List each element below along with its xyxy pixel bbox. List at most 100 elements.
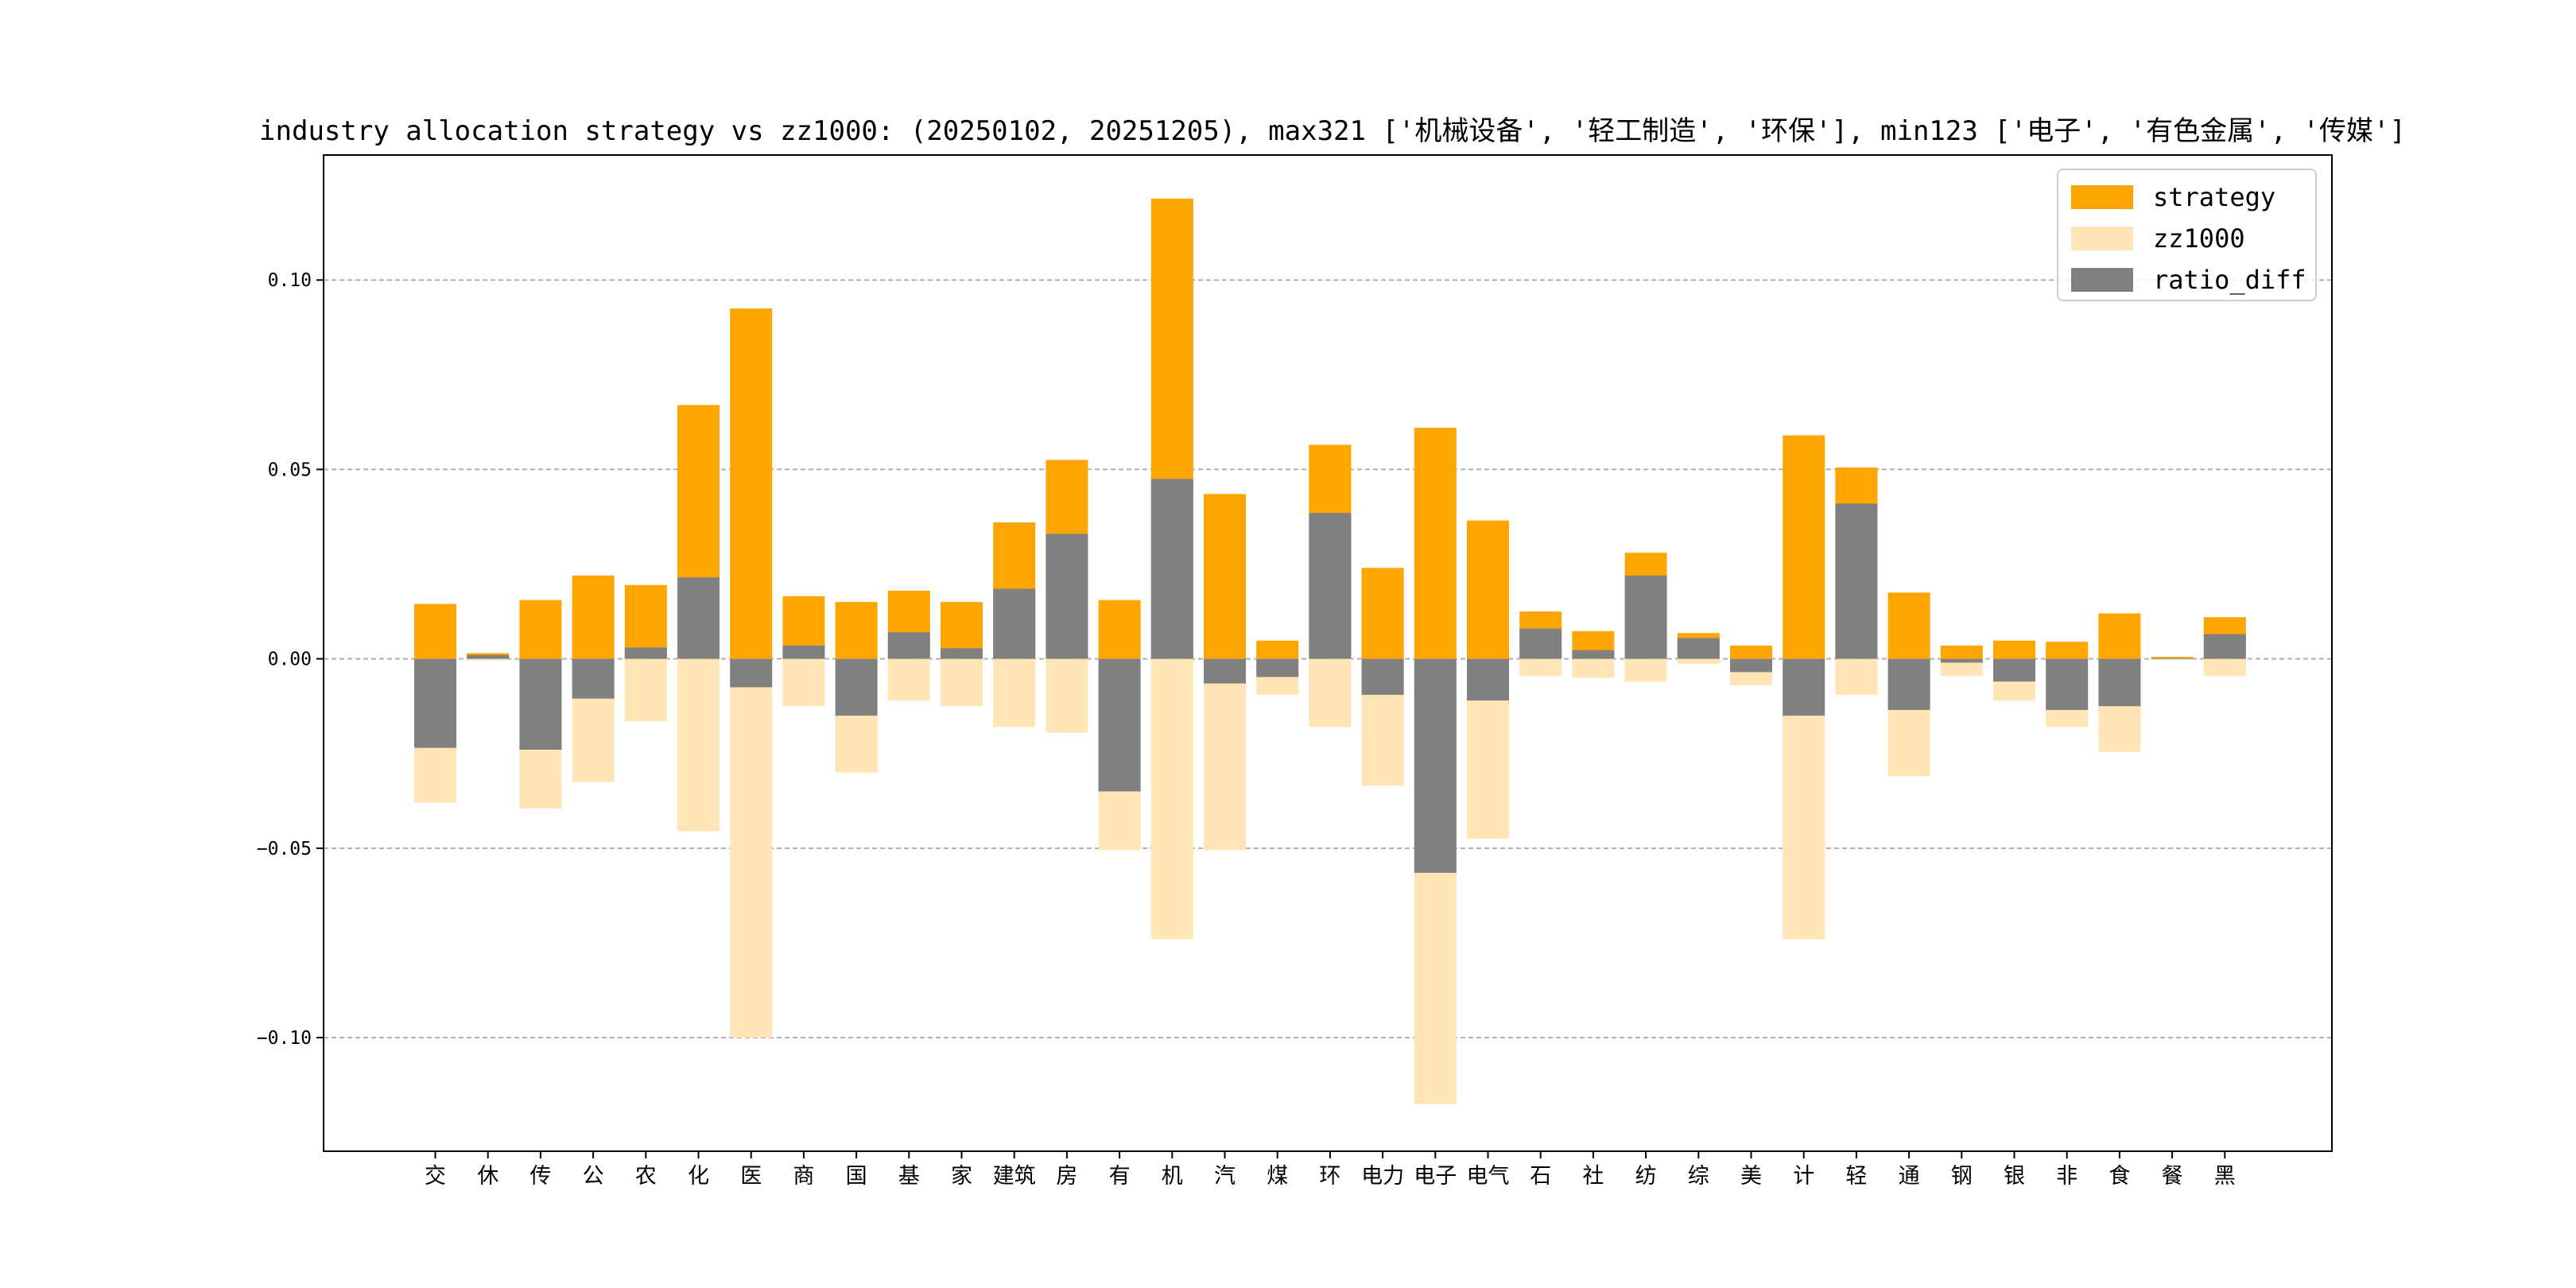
bar-strategy-4 — [624, 584, 667, 659]
x-tick-label: 电子 — [1414, 1164, 1457, 1189]
x-tick-label: 医 — [740, 1164, 762, 1189]
bar-zz1000-27 — [1835, 658, 1878, 695]
x-tick-label: 综 — [1688, 1164, 1709, 1189]
bar-ratio_diff-14 — [1150, 479, 1193, 659]
x-tick-label: 电气 — [1467, 1164, 1510, 1189]
bar-zz1000-14 — [1150, 658, 1193, 940]
bar-zz1000-24 — [1677, 658, 1720, 664]
bar-strategy-6 — [730, 308, 773, 659]
bar-ratio_diff-13 — [1098, 658, 1141, 792]
bar-strategy-32 — [2098, 613, 2141, 659]
x-tick-label: 房 — [1056, 1164, 1077, 1189]
x-tick-label: 公 — [583, 1164, 604, 1189]
bar-strategy-20 — [1467, 520, 1509, 659]
bar-zz1000-1 — [467, 658, 510, 661]
bar-strategy-33 — [2151, 657, 2194, 659]
x-tick-label: 轻 — [1845, 1164, 1867, 1189]
bar-ratio_diff-23 — [1624, 575, 1667, 659]
x-tick-label: 休 — [477, 1164, 499, 1189]
y-tick-label: −0.10 — [257, 1028, 312, 1049]
x-tick-label: 有 — [1109, 1164, 1131, 1189]
x-tick-label: 非 — [2056, 1164, 2077, 1189]
plot-frame — [323, 154, 2333, 1152]
bar-zz1000-6 — [730, 658, 773, 1038]
x-tick-label: 汽 — [1214, 1164, 1236, 1189]
y-tick-label: 0.05 — [268, 460, 312, 480]
x-tick-label: 商 — [793, 1164, 814, 1189]
bar-ratio_diff-21 — [1519, 628, 1562, 659]
bar-ratio_diff-22 — [1572, 650, 1615, 659]
bar-ratio_diff-28 — [1887, 658, 1930, 710]
bar-zz1000-9 — [887, 658, 930, 701]
y-tick-label: 0.10 — [268, 270, 312, 291]
bar-strategy-18 — [1361, 568, 1404, 659]
bar-ratio_diff-27 — [1835, 503, 1878, 659]
bar-ratio_diff-33 — [2151, 658, 2194, 659]
bar-ratio_diff-17 — [1309, 513, 1352, 659]
bar-strategy-0 — [414, 603, 456, 659]
bar-strategy-29 — [1940, 645, 1983, 659]
bar-ratio_diff-18 — [1361, 658, 1404, 695]
x-tick-label: 纺 — [1635, 1164, 1657, 1189]
bar-strategy-26 — [1783, 435, 1825, 659]
x-tick-label: 国 — [846, 1164, 867, 1189]
bar-ratio_diff-26 — [1783, 658, 1825, 716]
bar-zz1000-5 — [677, 658, 720, 832]
bar-strategy-15 — [1204, 494, 1246, 659]
bar-zz1000-11 — [993, 658, 1036, 727]
legend-swatch-zz1000 — [2071, 227, 2133, 250]
bar-zz1000-34 — [2203, 658, 2246, 677]
bar-ratio_diff-19 — [1414, 658, 1457, 873]
x-tick-label: 美 — [1740, 1164, 1762, 1189]
bar-zz1000-10 — [941, 658, 983, 707]
bar-ratio_diff-0 — [414, 658, 456, 748]
x-tick-label: 通 — [1899, 1164, 1920, 1189]
bar-ratio_diff-11 — [993, 588, 1036, 659]
bar-ratio_diff-31 — [2046, 658, 2089, 710]
x-tick-label: 钢 — [1951, 1164, 1973, 1189]
bar-zz1000-33 — [2151, 658, 2194, 661]
bar-ratio_diff-34 — [2203, 634, 2246, 659]
bar-strategy-13 — [1098, 599, 1141, 659]
bar-strategy-8 — [835, 602, 878, 659]
x-tick-label: 农 — [635, 1164, 657, 1189]
bar-ratio_diff-3 — [572, 658, 615, 699]
legend-label-ratio_diff: ratio_diff — [2153, 265, 2306, 295]
x-tick-label: 社 — [1582, 1164, 1604, 1189]
bar-ratio_diff-15 — [1204, 658, 1246, 684]
x-tick-label: 交 — [425, 1164, 446, 1189]
legend-label-zz1000: zz1000 — [2153, 223, 2245, 254]
bar-ratio_diff-12 — [1046, 533, 1088, 659]
x-tick-label: 煤 — [1267, 1164, 1288, 1189]
x-tick-label: 石 — [1530, 1164, 1551, 1189]
bar-ratio_diff-1 — [467, 654, 510, 659]
bar-ratio_diff-16 — [1256, 658, 1299, 677]
x-tick-label: 家 — [951, 1164, 972, 1189]
x-tick-label: 基 — [898, 1164, 920, 1189]
bar-strategy-30 — [1993, 640, 2035, 659]
bar-ratio_diff-2 — [519, 658, 562, 750]
x-tick-label: 建筑 — [993, 1164, 1036, 1189]
x-tick-label: 传 — [530, 1164, 551, 1189]
bar-zz1000-15 — [1204, 658, 1246, 851]
bar-ratio_diff-6 — [730, 658, 773, 688]
bar-zz1000-7 — [782, 658, 825, 707]
bar-ratio_diff-29 — [1940, 658, 1983, 663]
x-tick-label: 化 — [688, 1164, 709, 1189]
bar-ratio_diff-10 — [941, 648, 983, 659]
x-tick-label: 银 — [2004, 1164, 2025, 1189]
x-tick-label: 计 — [1793, 1164, 1814, 1189]
bar-ratio_diff-8 — [835, 658, 878, 716]
bar-ratio_diff-9 — [887, 632, 930, 659]
x-axis: 交 休 传 公 农 化 医 商 国 基 家建筑房 有 机 汽 煤 环电力 电子 电气石 社 纺 综 美 计 轻 通 钢 银 非 食 餐 黑 — [425, 1151, 2236, 1189]
bar-ratio_diff-7 — [782, 645, 825, 659]
x-tick-label: 黑 — [2214, 1164, 2236, 1189]
bar-zz1000-22 — [1572, 658, 1615, 678]
chart-title: industry allocation strategy vs zz1000: … — [259, 115, 2406, 147]
bar-ratio_diff-32 — [2098, 658, 2141, 707]
bar-zz1000-17 — [1309, 658, 1352, 727]
bar-strategy-31 — [2046, 642, 2089, 659]
bar-strategy-19 — [1414, 428, 1457, 659]
bar-ratio_diff-30 — [1993, 658, 2035, 682]
bar-strategy-28 — [1887, 592, 1930, 659]
